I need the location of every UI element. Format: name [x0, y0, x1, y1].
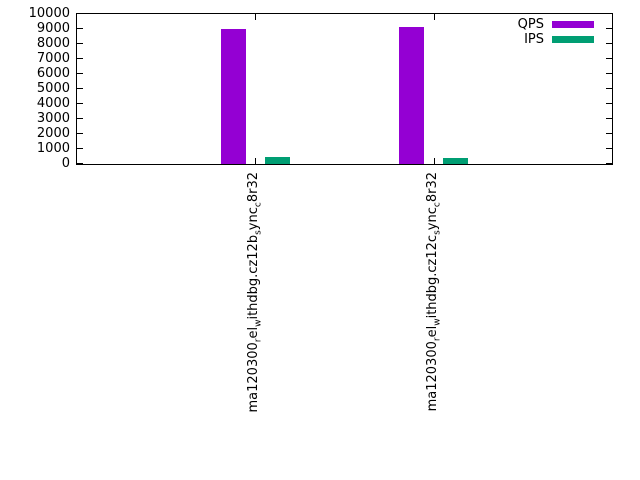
y-axis-tick-label: 5000 [36, 81, 70, 96]
y-tick-mark-left [77, 118, 83, 119]
y-axis-tick-label: 8000 [36, 36, 70, 51]
y-tick-mark-left [77, 13, 83, 14]
y-tick-mark-right [606, 148, 612, 149]
y-tick-mark-right [606, 58, 612, 59]
legend-entry-ips: IPS [518, 32, 594, 47]
y-tick-mark-right [606, 73, 612, 74]
plot-area: QPS IPS [76, 13, 613, 165]
legend-label-ips: IPS [524, 32, 544, 47]
y-tick-mark-right [606, 163, 612, 164]
y-axis-tick-label: 1000 [36, 141, 70, 156]
y-axis-tick-label: 4000 [36, 96, 70, 111]
y-tick-mark-left [77, 73, 83, 74]
y-axis-tick-label: 3000 [36, 111, 70, 126]
y-tick-mark-left [77, 133, 83, 134]
y-tick-mark-right [606, 88, 612, 89]
legend: QPS IPS [518, 17, 594, 47]
y-tick-mark-left [77, 88, 83, 89]
y-tick-mark-left [77, 43, 83, 44]
y-axis-tick-label: 7000 [36, 51, 70, 66]
legend-swatch-qps [552, 21, 594, 28]
y-tick-mark-left [77, 148, 83, 149]
y-axis-tick-label: 6000 [36, 66, 70, 81]
y-tick-mark-right [606, 13, 612, 14]
x-axis-category-label: ma120300relwithdbg.cz12bsyncc8r32 [246, 172, 264, 413]
x-tick-mark-bottom [255, 158, 257, 164]
bar-ips-2 [443, 157, 469, 164]
y-tick-mark-left [77, 28, 83, 29]
y-tick-mark-right [606, 103, 612, 104]
y-axis-tick-label: 10000 [28, 6, 70, 21]
legend-entry-qps: QPS [518, 17, 594, 32]
y-tick-mark-right [606, 28, 612, 29]
bar-qps-2 [399, 27, 425, 164]
x-tick-mark-top [255, 14, 257, 20]
y-tick-mark-left [77, 163, 83, 164]
x-tick-mark-bottom [433, 158, 435, 164]
y-tick-mark-left [77, 103, 83, 104]
y-tick-mark-right [606, 118, 612, 119]
y-tick-mark-left [77, 58, 83, 59]
y-axis-tick-label: 9000 [36, 21, 70, 36]
y-axis-tick-label: 2000 [36, 126, 70, 141]
bar-qps-1 [220, 29, 246, 164]
legend-swatch-ips [552, 36, 594, 43]
x-axis-category-label: ma120300relwithdbg.cz12csyncc8r32 [424, 172, 443, 412]
bar-ips-1 [264, 157, 290, 164]
x-tick-mark-top [433, 14, 435, 20]
legend-label-qps: QPS [517, 17, 544, 32]
y-axis-tick-label: 0 [61, 156, 70, 171]
y-tick-mark-right [606, 133, 612, 134]
y-tick-mark-right [606, 43, 612, 44]
